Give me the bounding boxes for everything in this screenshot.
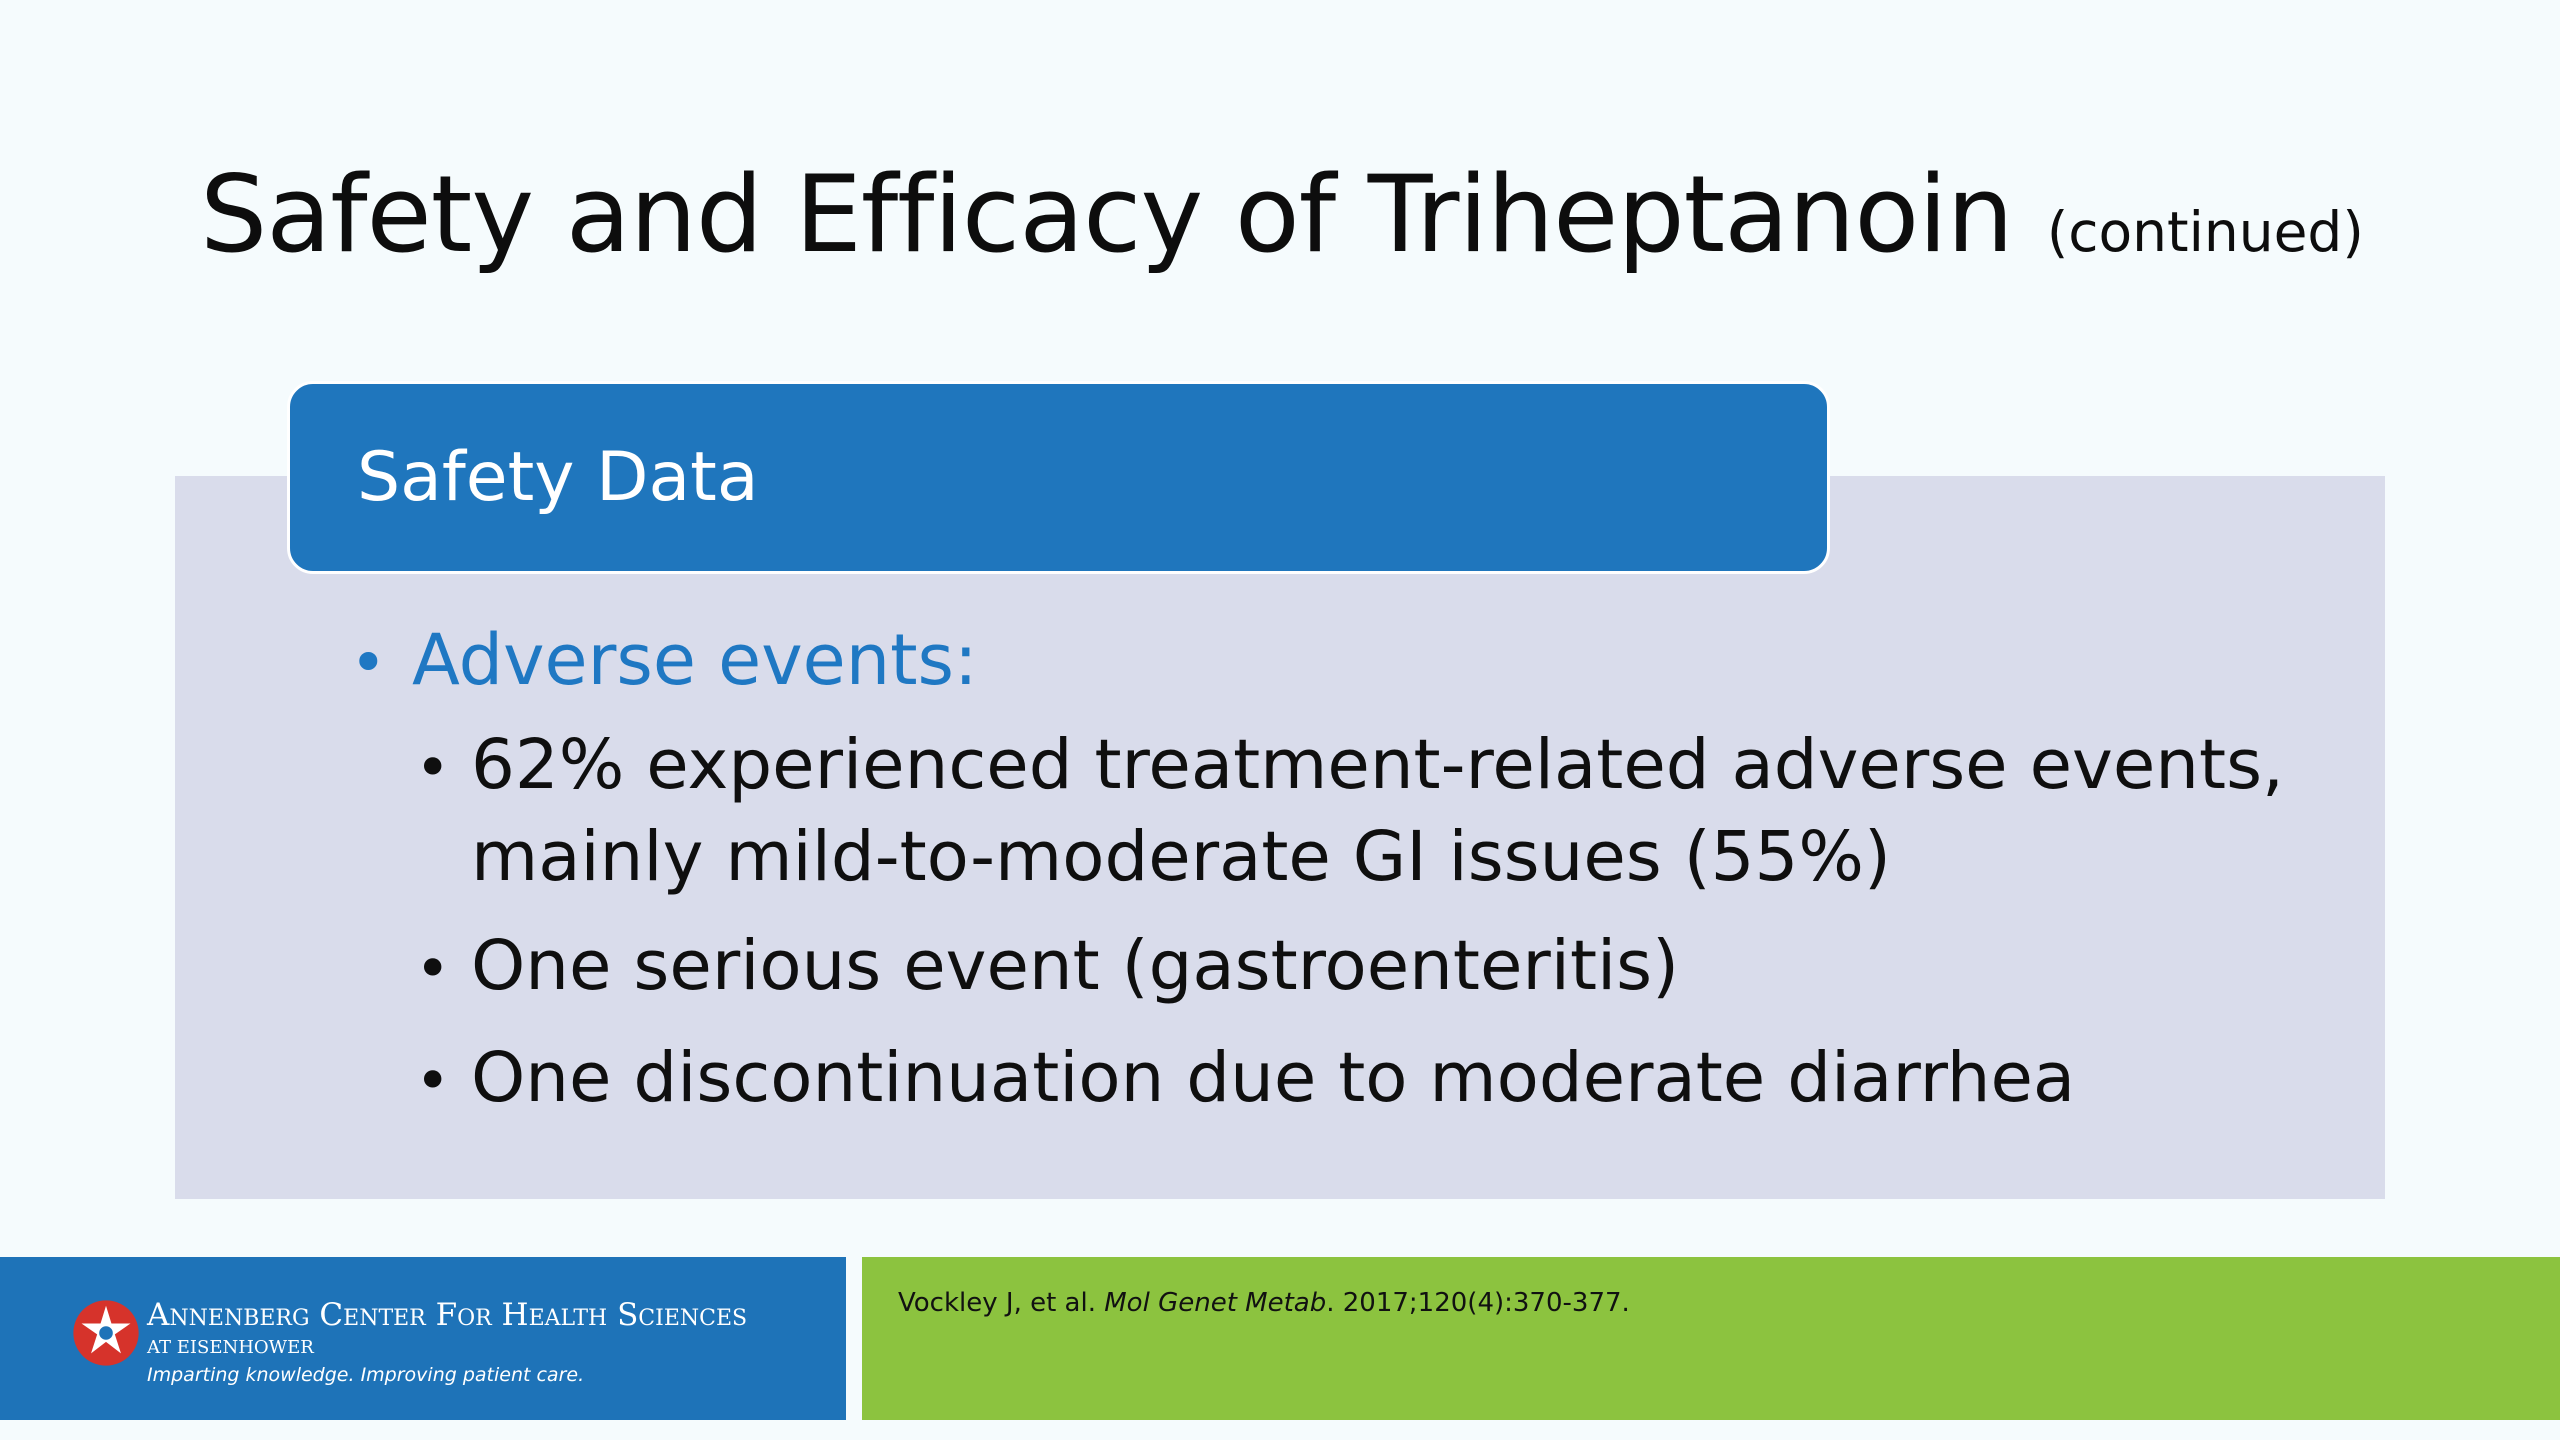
bullet-list: • Adverse events: • 62% experienced trea… — [350, 610, 2330, 1144]
sub-bullet-item: • One serious event (gastroenteritis) — [415, 920, 2330, 1015]
slide-title: Safety and Efficacy of Triheptanoin (con… — [200, 140, 2364, 290]
bullet-dot: • — [415, 1046, 451, 1116]
sub-bullet-container: • 62% experienced treatment-related adve… — [350, 719, 2330, 1127]
citation-details: . 2017;120(4):370-377. — [1326, 1288, 1630, 1318]
sub-bullet-text: 62% experienced treatment-related advers… — [471, 725, 2284, 897]
sub-bullet-text: One serious event (gastroenteritis) — [471, 926, 1680, 1006]
slide-title-suffix: (continued) — [2046, 200, 2364, 264]
sub-bullet-item: • 62% experienced treatment-related adve… — [415, 719, 2330, 903]
logo-subtitle: AT EISENHOWER — [147, 1337, 314, 1358]
bullet-dot: • — [350, 626, 387, 699]
star-logo-icon — [73, 1300, 139, 1366]
section-header-box: Safety Data — [287, 381, 1830, 574]
logo-tagline: Imparting knowledge. Improving patient c… — [147, 1364, 585, 1386]
sub-bullet-item: • One discontinuation due to moderate di… — [415, 1032, 2330, 1127]
footer-citation-panel: Vockley J, et al. Mol Genet Metab. 2017;… — [862, 1257, 2560, 1420]
bullet-level1: • Adverse events: — [350, 610, 2330, 713]
logo-name: Annenberg Center For Health Sciences — [147, 1297, 748, 1333]
section-title: Safety Data — [357, 438, 759, 517]
citation-journal: Mol Genet Metab — [1104, 1288, 1327, 1318]
sub-bullet-text: One discontinuation due to moderate diar… — [471, 1038, 2076, 1118]
bullet-level1-text: Adverse events: — [412, 619, 978, 701]
bullet-dot: • — [415, 733, 451, 803]
citation: Vockley J, et al. Mol Genet Metab. 2017;… — [898, 1285, 1630, 1321]
content-panel — [175, 476, 2385, 1199]
footer-logo-panel: Annenberg Center For Health Sciences AT … — [0, 1257, 846, 1420]
citation-authors: Vockley J, et al. — [898, 1288, 1105, 1318]
slide-title-text: Safety and Efficacy of Triheptanoin — [200, 153, 2014, 276]
sub-bullet-list: • 62% experienced treatment-related adve… — [350, 719, 2330, 1127]
bullet-dot: • — [415, 934, 451, 1004]
